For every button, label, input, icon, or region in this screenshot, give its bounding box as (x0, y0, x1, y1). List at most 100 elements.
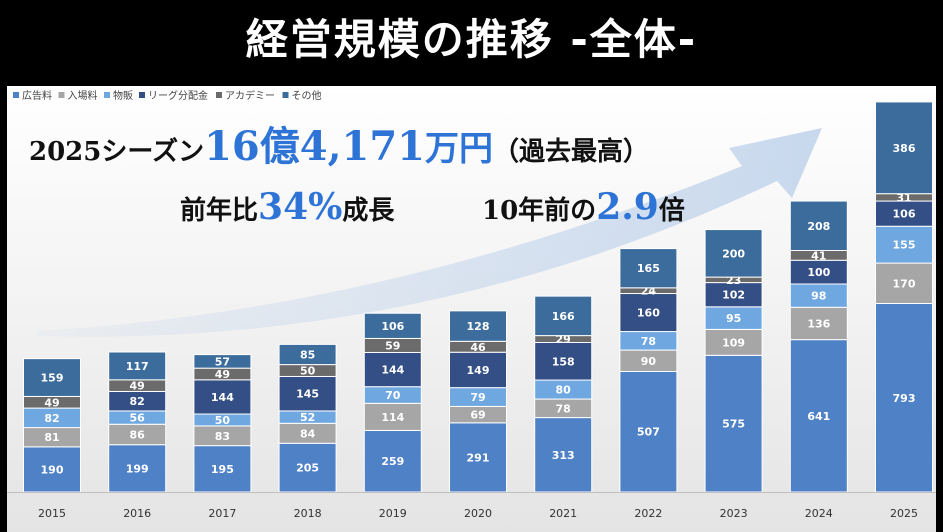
bar-value-label: 195 (211, 463, 234, 476)
annotation-total-value: 16億4,171 (204, 123, 425, 170)
bar-value-label: 793 (893, 392, 916, 405)
legend-swatch-2 (104, 92, 110, 98)
bar-value-label: 102 (722, 289, 745, 302)
bar-segment (534, 417, 593, 493)
bar-value-label: 160 (637, 307, 660, 320)
bar-value-label: 86 (130, 428, 146, 441)
bar-value-label: 82 (44, 412, 59, 425)
bar-value-label: 52 (300, 411, 315, 424)
bar-segment (278, 343, 337, 366)
bar-value-label: 59 (385, 339, 400, 352)
bar-value-label: 386 (893, 142, 916, 155)
annotation-growth: 前年比34%成長 (180, 186, 394, 228)
annotation-growth-value: 34% (258, 186, 343, 228)
legend-label-0: 広告料 (22, 89, 52, 102)
bar-segment (278, 375, 337, 412)
bar-value-label: 81 (44, 431, 59, 444)
bar-value-label: 641 (807, 410, 830, 423)
growth-arrow (37, 128, 822, 337)
bar-value-label: 69 (470, 409, 485, 422)
bar-value-label: 50 (300, 365, 316, 378)
bar-value-label: 208 (807, 220, 830, 233)
bar-value-label: 49 (215, 368, 230, 381)
bar-value-label: 114 (381, 411, 404, 424)
bar-value-label: 49 (44, 396, 59, 409)
annotation-growth-prefix: 前年比 (180, 196, 259, 226)
page-title: 経営規模の推移 -全体- (245, 15, 698, 64)
title-bar: 経営規模の推移 -全体- (0, 0, 943, 84)
bar-value-label: 70 (385, 389, 401, 402)
bar-value-label: 90 (641, 355, 657, 368)
bar-value-label: 57 (215, 355, 230, 368)
bar-value-label: 199 (126, 462, 149, 475)
bar-segment (619, 248, 678, 289)
bar-value-label: 85 (300, 348, 315, 361)
bar-segment (704, 229, 763, 278)
bar-value-label: 106 (893, 208, 916, 221)
legend-swatch-4 (216, 92, 222, 98)
annotation-total-prefix: 2025シーズン (29, 137, 205, 167)
bar-value-label: 109 (722, 336, 745, 349)
bar-segment (363, 312, 422, 339)
bar-segment (23, 358, 81, 397)
bar-segment (875, 200, 933, 227)
bar-value-label: 100 (807, 266, 830, 279)
bar-value-label: 507 (637, 426, 660, 439)
bar-value-label: 158 (552, 355, 575, 368)
bar-segment (449, 422, 507, 493)
bar-value-label: 106 (381, 320, 404, 333)
annotation-decade-value: 2.9 (596, 186, 659, 228)
bar-value-label: 41 (811, 249, 826, 262)
bar-value-label: 291 (467, 451, 490, 464)
bar-segment (875, 101, 933, 195)
bar-value-label: 50 (215, 414, 231, 427)
x-tick-label: 2023 (720, 507, 748, 520)
bar-segment (534, 295, 593, 337)
bar-segment (193, 445, 252, 493)
legend-label-3: リーグ分配金 (148, 89, 208, 102)
legend-label-2: 物販 (113, 89, 133, 102)
bar-value-label: 78 (556, 402, 571, 415)
bar-value-label: 78 (641, 335, 656, 348)
bar-value-label: 144 (381, 364, 404, 377)
bar-value-label: 84 (300, 427, 316, 440)
bar-segment (449, 351, 507, 389)
annotation-growth-suffix: 成長 (342, 196, 395, 226)
bar-value-label: 46 (470, 341, 486, 354)
bar-value-label: 165 (637, 262, 660, 275)
bar-segment (875, 303, 933, 493)
bar-segment (449, 310, 507, 342)
bar-segment (704, 282, 763, 308)
x-tick-label: 2017 (208, 507, 236, 520)
annotation-decade-suffix: 倍 (658, 196, 685, 226)
bar-value-label: 145 (296, 388, 319, 401)
legend-swatch-5 (282, 92, 289, 98)
x-tick-label: 2019 (379, 507, 407, 520)
bar-value-label: 144 (211, 391, 234, 404)
legend-label-1: 入場料 (68, 89, 98, 102)
bar-segment (704, 328, 763, 356)
bar-value-label: 200 (722, 247, 745, 260)
bar-value-label: 205 (296, 462, 319, 475)
x-tick-label: 2016 (123, 507, 151, 520)
bar-value-label: 80 (556, 384, 572, 397)
bar-segment (789, 306, 848, 341)
bar-value-label: 170 (893, 277, 916, 290)
legend-swatch-3 (139, 92, 145, 98)
bar-segment (875, 262, 933, 305)
bar-segment (789, 200, 848, 251)
annotation-total-unit: 万円 (425, 129, 493, 169)
x-tick-label: 2020 (464, 507, 492, 520)
bar-segment (363, 429, 422, 493)
x-tick-label: 2024 (805, 507, 833, 520)
bar-segment (108, 351, 167, 381)
bar-segment (789, 339, 848, 493)
bar-segment (193, 354, 252, 369)
bar-value-label: 155 (893, 239, 916, 252)
bar-segment (534, 341, 593, 381)
annotation-total-suffix: （過去最高） (493, 137, 650, 167)
bar-value-label: 95 (726, 312, 741, 325)
stacked-bar-chart: 広告料 入場料 物販 リーグ分配金 アカデミー その他 190 81 82 49 159 2015 19… (7, 89, 936, 520)
x-tick-label: 2025 (890, 507, 918, 520)
